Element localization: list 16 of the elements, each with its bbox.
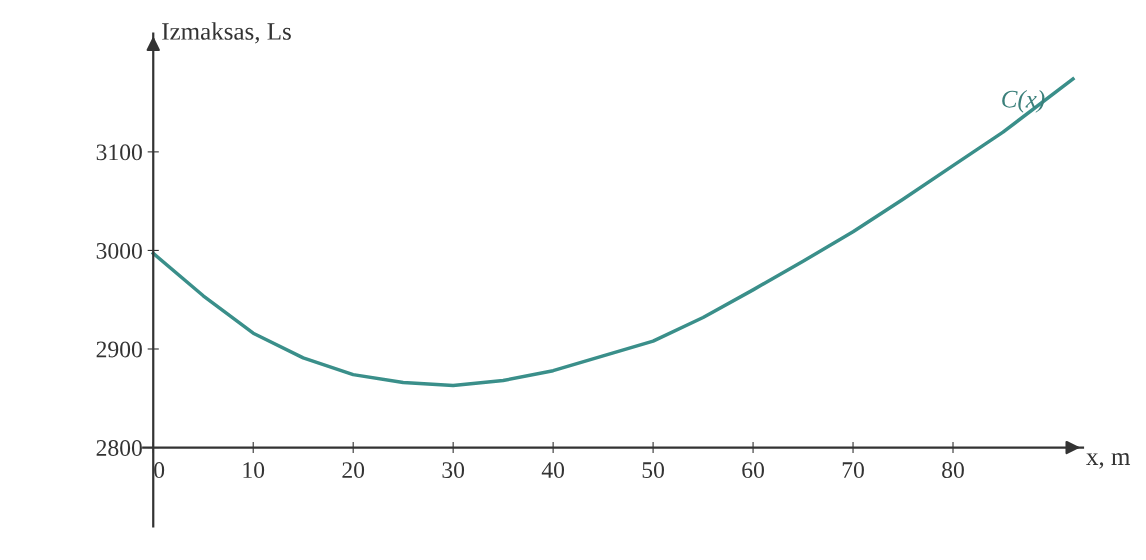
x-tick-label: 0 — [154, 462, 165, 479]
y-axis-title: Izmaksas, Ls — [162, 22, 291, 44]
y-tick-label: 3000 — [96, 242, 142, 259]
x-tick-label: 40 — [541, 462, 565, 479]
y-tick-label: 2800 — [96, 440, 142, 456]
x-tick-label: 50 — [642, 462, 664, 479]
y-tick-label: 3100 — [96, 144, 142, 161]
x-axis-title: x, m — [1086, 453, 1131, 469]
x-tick-label: 70 — [842, 462, 864, 479]
x-tick-label: 80 — [942, 462, 964, 479]
x-tick-label: 10 — [243, 462, 265, 479]
x-tick-label: 20 — [342, 462, 365, 479]
y-tick-label: 2900 — [96, 341, 142, 358]
x-tick-label: 60 — [742, 462, 764, 479]
annotation: C(x) — [1002, 90, 1045, 113]
x-tick-label: 30 — [442, 462, 465, 479]
